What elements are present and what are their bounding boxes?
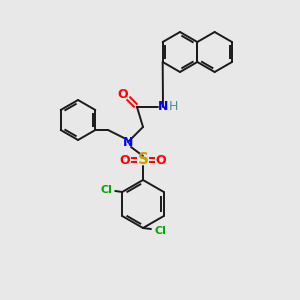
Text: H: H bbox=[168, 100, 178, 113]
Text: N: N bbox=[158, 100, 168, 113]
Text: N: N bbox=[123, 136, 133, 148]
Text: O: O bbox=[120, 154, 130, 166]
Text: Cl: Cl bbox=[100, 185, 112, 195]
Text: O: O bbox=[118, 88, 128, 100]
Text: Cl: Cl bbox=[154, 226, 166, 236]
Text: S: S bbox=[137, 152, 148, 167]
Text: O: O bbox=[156, 154, 166, 166]
